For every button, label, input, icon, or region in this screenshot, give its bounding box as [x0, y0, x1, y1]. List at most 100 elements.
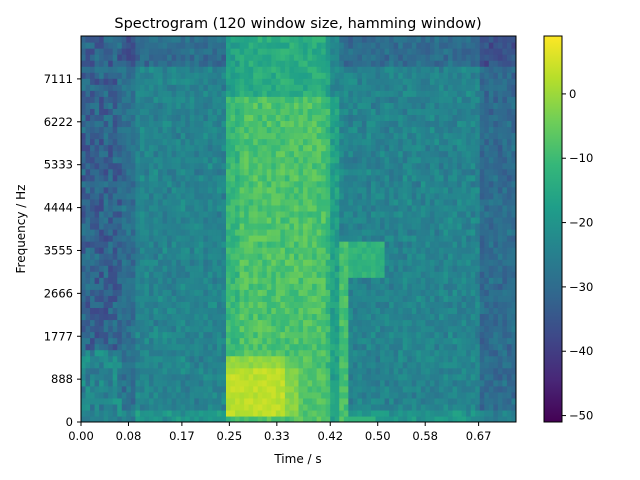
heatmap-cell: [303, 198, 309, 206]
heatmap-cell: [158, 186, 164, 194]
heatmap-cell: [81, 144, 87, 152]
heatmap-cell: [121, 415, 127, 422]
heatmap-cell: [239, 168, 245, 176]
heatmap-cell: [284, 162, 291, 170]
heatmap-cell: [339, 126, 345, 134]
heatmap-cell: [293, 349, 300, 357]
heatmap-cell: [180, 355, 186, 363]
heatmap-cell: [130, 343, 136, 351]
heatmap-cell: [398, 385, 404, 393]
heatmap-cell: [108, 120, 114, 128]
heatmap-cell: [361, 319, 368, 327]
heatmap-cell: [90, 229, 96, 236]
heatmap-cell: [366, 385, 372, 393]
heatmap-cell: [420, 355, 426, 363]
heatmap-cell: [189, 409, 195, 417]
heatmap-cell: [398, 222, 404, 230]
heatmap-cell: [343, 367, 349, 375]
heatmap-cell: [384, 78, 390, 85]
heatmap-cell: [398, 168, 404, 176]
heatmap-cell: [312, 301, 318, 309]
heatmap-cell: [121, 192, 127, 200]
heatmap-cell: [239, 174, 245, 182]
heatmap-cell: [361, 114, 368, 122]
heatmap-cell: [108, 289, 114, 296]
heatmap-cell: [357, 108, 363, 116]
heatmap-cell: [167, 174, 173, 182]
heatmap-cell: [321, 120, 327, 128]
heatmap-cell: [411, 415, 417, 422]
heatmap-cell: [244, 277, 250, 284]
heatmap-cell: [108, 415, 114, 422]
heatmap-cell: [398, 120, 404, 128]
heatmap-cell: [158, 168, 164, 176]
heatmap-cell: [416, 156, 422, 164]
heatmap-cell: [135, 385, 141, 393]
heatmap-cell: [298, 78, 304, 85]
heatmap-cell: [148, 120, 155, 128]
heatmap-cell: [398, 367, 404, 375]
heatmap-cell: [425, 403, 431, 411]
heatmap-cell: [425, 216, 431, 224]
heatmap-cell: [303, 48, 309, 55]
heatmap-cell: [257, 54, 263, 61]
heatmap-cell: [203, 192, 209, 200]
heatmap-cell: [139, 60, 146, 67]
heatmap-cell: [99, 235, 105, 242]
heatmap-cell: [198, 54, 204, 61]
heatmap-cell: [126, 84, 132, 91]
heatmap-cell: [135, 114, 141, 122]
heatmap-cell: [235, 198, 241, 206]
heatmap-cell: [380, 247, 386, 254]
heatmap-cell: [99, 379, 105, 387]
heatmap-cell: [112, 403, 118, 411]
heatmap-cell: [207, 301, 214, 309]
heatmap-cell: [266, 361, 272, 369]
heatmap-cell: [162, 144, 168, 152]
heatmap-cell: [185, 277, 191, 284]
heatmap-cell: [303, 150, 309, 158]
heatmap-cell: [148, 229, 155, 236]
heatmap-cell: [171, 180, 177, 188]
heatmap-cell: [216, 277, 223, 284]
heatmap-cell: [180, 391, 186, 399]
heatmap-cell: [230, 48, 236, 55]
heatmap-cell: [393, 373, 399, 381]
heatmap-cell: [366, 295, 372, 302]
heatmap-cell: [212, 409, 218, 417]
heatmap-cell: [239, 289, 245, 296]
heatmap-cell: [253, 295, 259, 302]
heatmap-cell: [393, 253, 399, 260]
heatmap-cell: [325, 313, 331, 321]
heatmap-cell: [348, 235, 354, 242]
heatmap-cell: [312, 259, 318, 266]
heatmap-cell: [194, 42, 200, 49]
heatmap-cell: [361, 120, 368, 128]
heatmap-cell: [158, 289, 164, 296]
heatmap-cell: [253, 325, 259, 333]
heatmap-cell: [325, 78, 331, 85]
heatmap-cell: [266, 277, 272, 284]
heatmap-cell: [312, 120, 318, 128]
heatmap-cell: [226, 403, 232, 411]
heatmap-cell: [171, 265, 177, 272]
heatmap-cell: [357, 301, 363, 309]
heatmap-cell: [198, 84, 204, 91]
heatmap-cell: [348, 48, 354, 55]
heatmap-cell: [203, 235, 209, 242]
heatmap-cell: [384, 349, 390, 357]
heatmap-cell: [303, 385, 309, 393]
heatmap-cell: [176, 204, 182, 212]
heatmap-cell: [271, 247, 277, 254]
heatmap-cell: [81, 307, 87, 315]
heatmap-cell: [189, 144, 195, 152]
heatmap-cell: [262, 198, 268, 206]
heatmap-cell: [312, 409, 318, 417]
heatmap-cell: [158, 108, 164, 116]
heatmap-cell: [398, 210, 404, 218]
heatmap-cell: [348, 102, 354, 109]
heatmap-cell: [189, 361, 195, 369]
heatmap-cell: [94, 66, 100, 73]
heatmap-cell: [103, 102, 109, 109]
heatmap-cell: [239, 235, 245, 242]
